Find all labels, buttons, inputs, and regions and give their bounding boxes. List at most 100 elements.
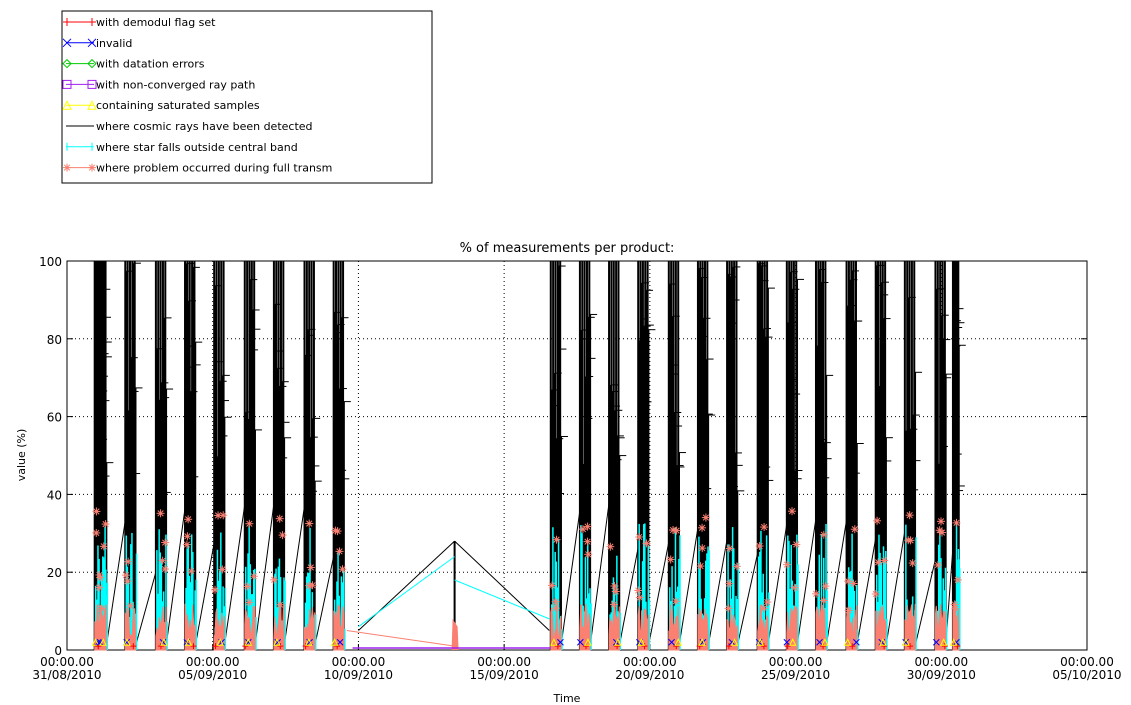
full-transm-marker [249, 572, 258, 581]
full-transm-area [213, 608, 225, 651]
low-flag-marker [99, 638, 107, 646]
cosmic-ray-connector [254, 503, 275, 647]
isolated-transm-connector [346, 630, 455, 647]
cosmic-ray-connector [223, 504, 246, 647]
full-transm-marker [933, 560, 942, 569]
full-transm-marker [331, 526, 340, 535]
legend-label: invalid [96, 37, 132, 50]
full-transm-marker [156, 509, 165, 518]
full-transm-area [904, 603, 916, 651]
full-transm-marker [95, 570, 104, 579]
low-flag-marker [216, 638, 224, 646]
legend-label: where problem occurred during full trans… [96, 162, 332, 175]
x-tick-label-time: 00:00.00 [186, 655, 240, 669]
full-transm-marker [278, 531, 287, 540]
full-transm-marker [182, 540, 191, 549]
legend-label: containing saturated samples [96, 99, 260, 112]
full-transm-area [184, 603, 196, 651]
isolated-cosmic-connector [454, 540, 550, 631]
cosmic-ray-connector [678, 527, 699, 647]
low-flag-marker [902, 638, 910, 646]
low-flag-marker [954, 643, 961, 650]
full-transm-marker [819, 530, 828, 539]
full-transm-marker [606, 542, 615, 551]
full-transm-marker [871, 590, 880, 599]
full-transm-marker [908, 559, 917, 568]
low-flag-marker [907, 643, 914, 650]
low-flag-marker [277, 643, 284, 650]
full-transm-area [668, 604, 680, 651]
full-transm-marker [755, 542, 764, 551]
full-transm-area [637, 606, 649, 651]
legend-entry: where cosmic rays have been detected [66, 120, 313, 133]
legend-entry: containing saturated samples [62, 99, 260, 112]
low-flag-marker [614, 638, 622, 646]
cosmic-ray-connector [165, 508, 186, 647]
full-transm-marker [937, 517, 946, 526]
full-transm-marker [952, 518, 961, 527]
x-tick-label-time: 00:00.00 [40, 655, 94, 669]
low-flag-marker [641, 643, 648, 650]
full-transm-area [333, 604, 345, 651]
cosmic-ray-connector [560, 510, 581, 647]
series-layer [91, 260, 966, 651]
cosmic-ray-connector [194, 542, 215, 647]
cosmic-ray-connector [796, 518, 817, 647]
full-transm-marker [211, 585, 220, 594]
cosmic-ray-connector [736, 552, 759, 647]
full-transm-marker [873, 516, 882, 525]
x-tick-label-date: 10/09/2010 [324, 668, 393, 682]
full-transm-marker [158, 556, 167, 565]
full-transm-marker [547, 581, 556, 590]
full-transm-marker [99, 542, 108, 551]
full-transm-area [244, 605, 256, 651]
low-flag-marker [130, 643, 137, 650]
full-transm-marker [951, 604, 960, 613]
full-transm-marker [819, 596, 828, 605]
x-tick-label-time: 00:00.00 [477, 655, 531, 669]
full-transm-marker [635, 532, 644, 541]
x-tick-label-date: 05/09/2010 [178, 668, 247, 682]
full-transm-marker [635, 593, 644, 602]
legend-frame [61, 10, 433, 184]
low-flag-marker [698, 638, 706, 646]
full-transm-marker [953, 575, 962, 584]
x-axis-label: Time [553, 692, 581, 705]
y-tick-label: 80 [47, 333, 62, 347]
low-flag-marker [783, 638, 791, 646]
full-transm-marker [121, 571, 130, 580]
x-axis: 00:00.0031/08/201000:00.0005/09/201000:0… [32, 644, 1122, 682]
low-flag-marker [849, 643, 856, 650]
cosmic-ray-connector [707, 539, 728, 647]
legend-label: with datation errors [96, 58, 205, 71]
full-transm-marker [672, 526, 681, 535]
full-transm-marker [792, 540, 801, 549]
full-transm-marker [305, 519, 314, 528]
full-transm-marker [160, 565, 169, 574]
low-flag-marker [273, 638, 281, 646]
x-tick-label-date: 05/10/2010 [1052, 668, 1121, 682]
full-transm-marker [243, 582, 252, 591]
low-flag-marker [557, 638, 564, 646]
full-transm-area [608, 604, 620, 651]
chart-title: % of measurements per product: [460, 241, 675, 256]
low-flag-marker [932, 638, 940, 646]
full-transm-marker [245, 519, 254, 528]
x-tick-label-time: 00:00.00 [914, 655, 968, 669]
cosmic-ray-connector [825, 519, 848, 647]
low-flag-marker [242, 643, 249, 650]
full-transm-marker [821, 582, 830, 591]
low-flag-marker [784, 643, 791, 650]
full-transm-marker [275, 514, 284, 523]
full-transm-marker [184, 515, 193, 524]
full-transm-marker [92, 507, 101, 516]
x-tick-label-date: 31/08/2010 [32, 668, 101, 682]
full-transm-marker [583, 522, 592, 531]
full-transm-marker [725, 544, 734, 553]
full-transm-marker [634, 586, 643, 595]
low-flag-marker [816, 638, 823, 646]
y-tick-label: 40 [47, 488, 62, 502]
legend-entry: invalid [62, 37, 132, 50]
full-transm-marker [609, 600, 618, 609]
low-flag-marker [190, 643, 197, 650]
